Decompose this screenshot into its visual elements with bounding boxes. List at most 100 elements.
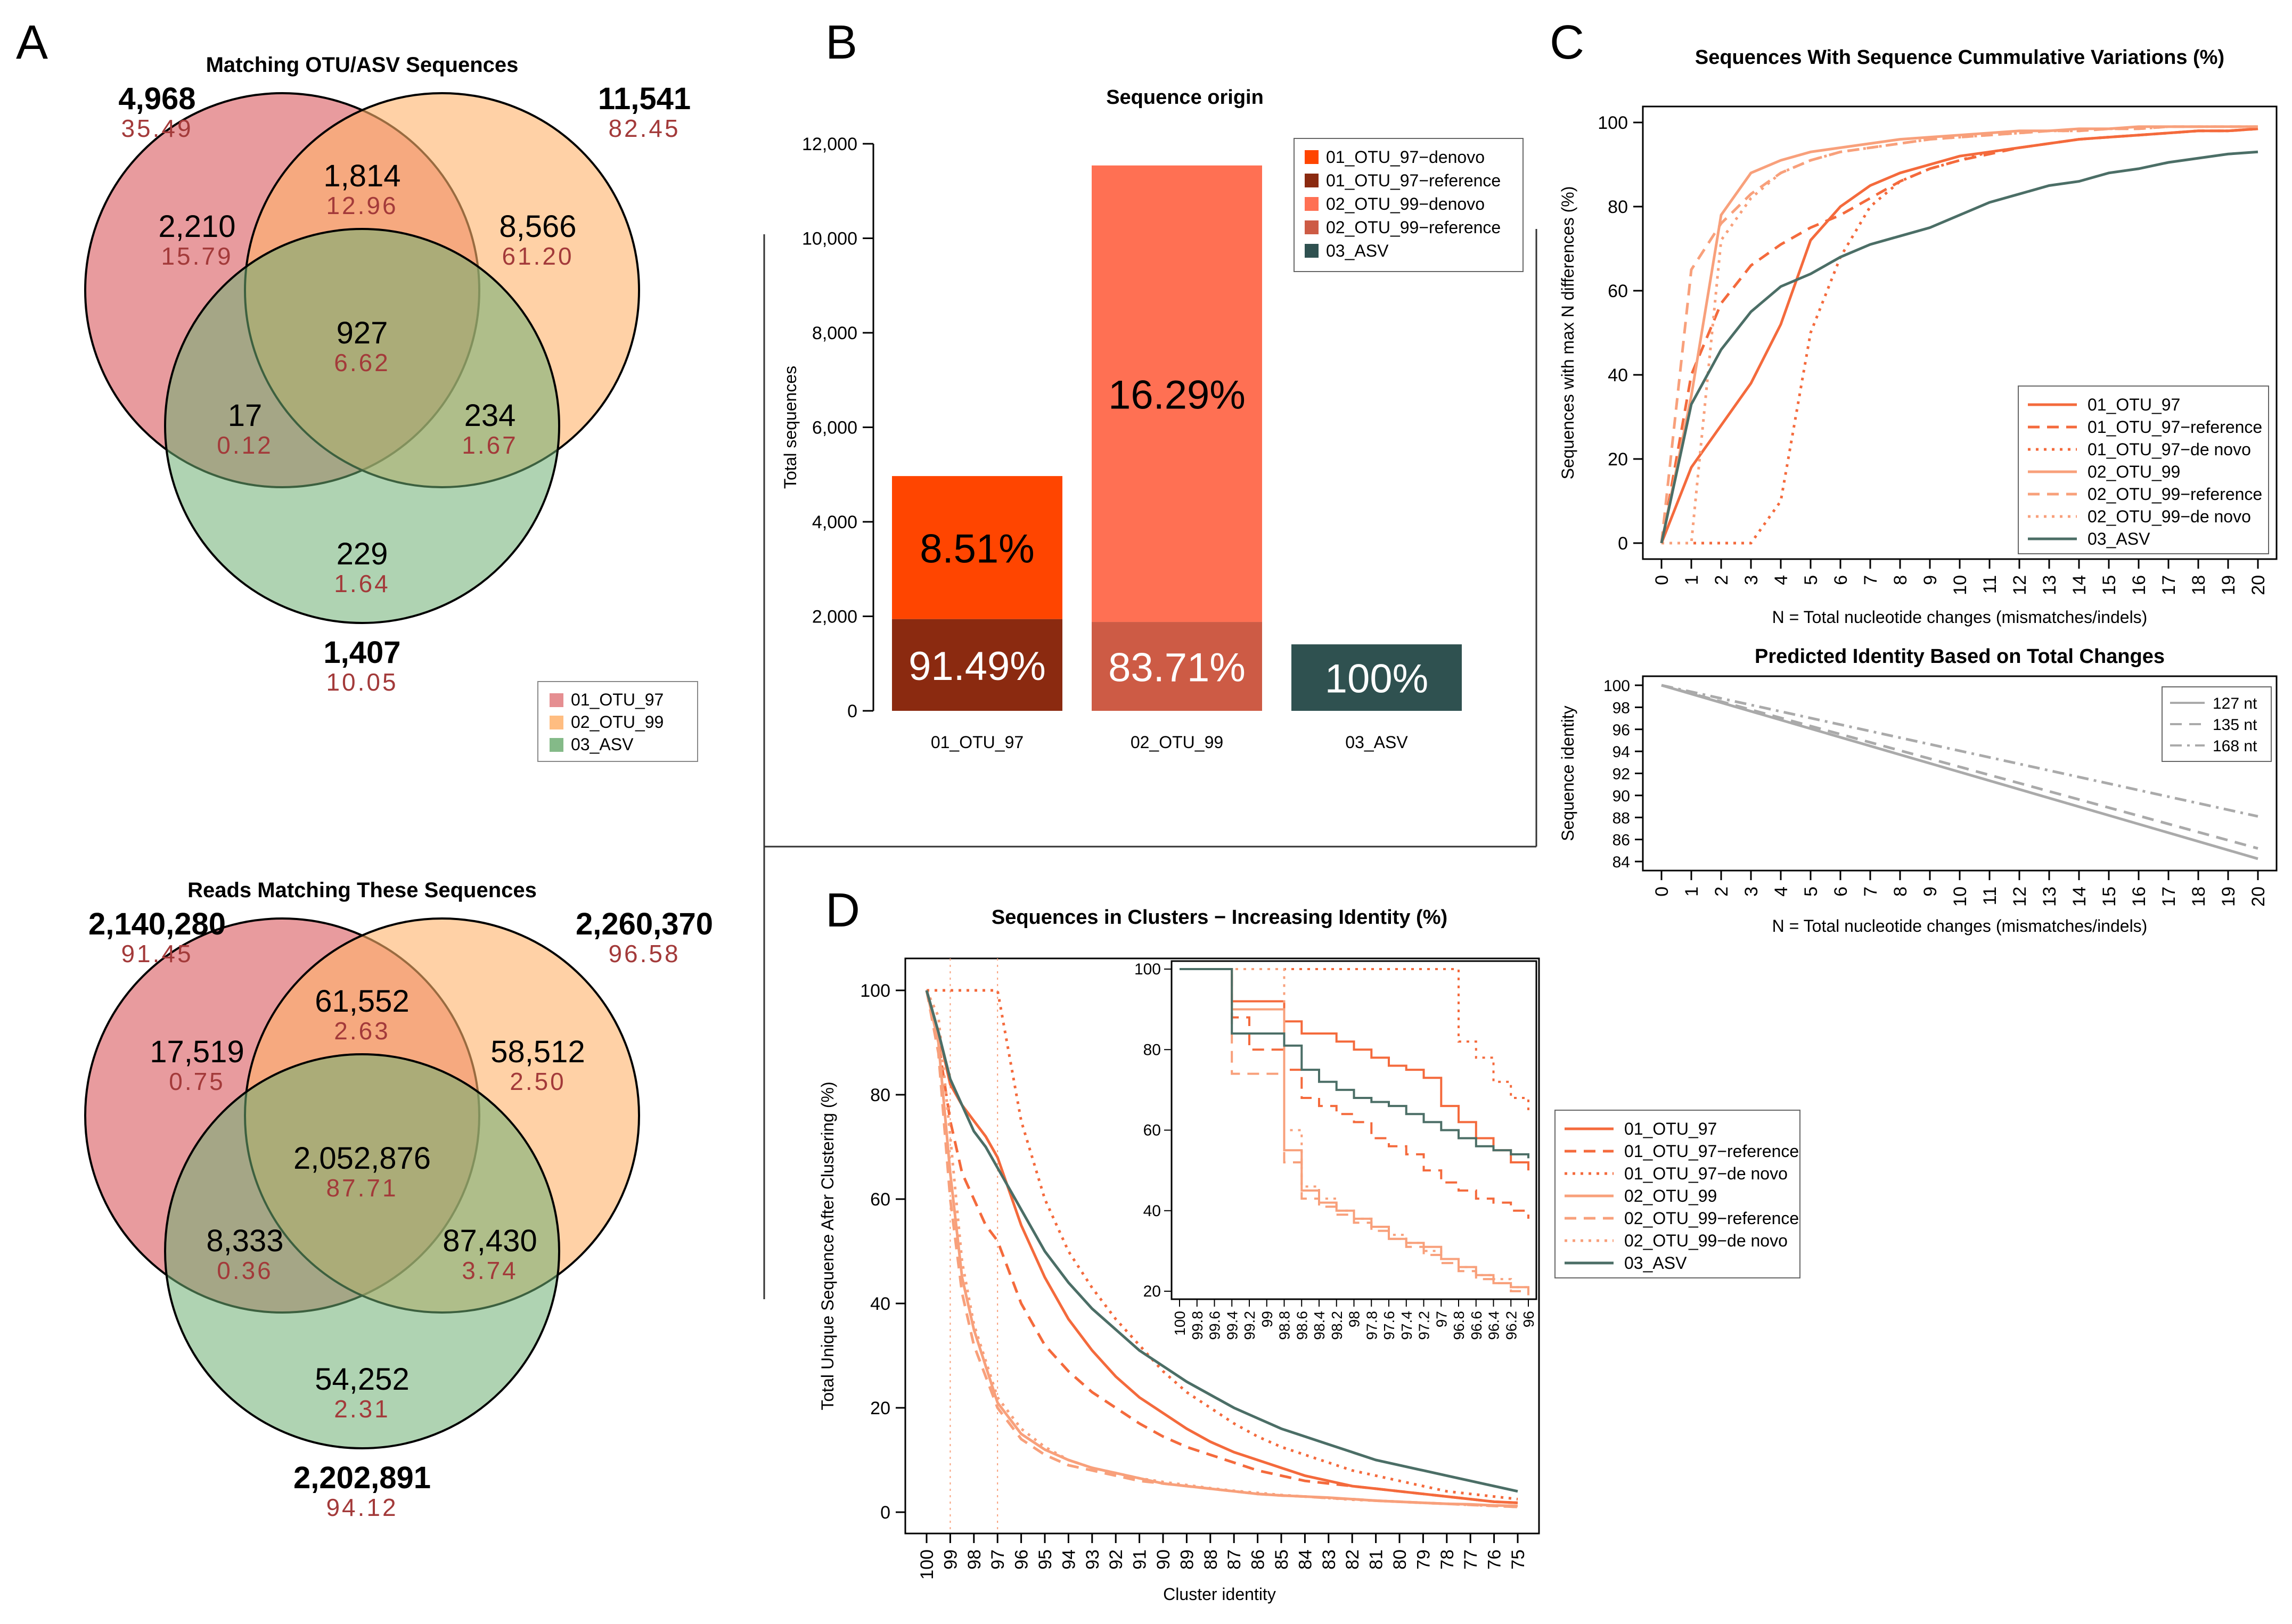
venn-legend-label: 02_OTU_99 — [571, 712, 664, 732]
line-d-series — [927, 989, 1518, 1500]
venn-region-abc-count: 2,052,876 — [293, 1141, 431, 1176]
bar-chart-sequence-origin: Sequence origin 0 2,000 4,000 6,000 8,000 10,0… — [781, 86, 1524, 752]
venn-total-asv-count: 1,407 — [323, 635, 400, 670]
bar-segment — [1092, 165, 1262, 622]
line-d-inset-x-tick-label: 98.6 — [1294, 1311, 1310, 1340]
line-c1-x-tick-label: 5 — [1801, 575, 1821, 585]
bar-legend-swatch — [1305, 174, 1319, 187]
line-d-inset-x-tick-label: 98.8 — [1276, 1311, 1293, 1340]
line-d-inset-x-tick-label: 98.2 — [1329, 1311, 1345, 1340]
line-d-x-tick-label: 88 — [1201, 1549, 1221, 1570]
line-d-series — [925, 990, 1518, 1504]
venn-legend-box — [537, 681, 698, 762]
bar-y-label: Total sequences — [781, 366, 800, 489]
line-c1-x-tick-label: 13 — [2040, 575, 2060, 595]
bar-legend-box — [1294, 138, 1524, 272]
venn-legend-swatch — [550, 693, 563, 707]
line-d-x-tick-label: 79 — [1413, 1549, 1434, 1570]
venn-region-bc-count: 234 — [464, 398, 516, 433]
line-c2-legend-label: 135 nt — [2213, 716, 2257, 734]
venn-region-a_only-pct: 15.79 — [161, 242, 233, 270]
line-d-series — [925, 989, 1518, 1508]
line-d-x-tick-label: 77 — [1461, 1549, 1481, 1570]
bar-title: Sequence origin — [1106, 86, 1264, 109]
venn-region-bc-count: 87,430 — [443, 1224, 537, 1258]
line-c2-x-tick-label: 0 — [1652, 887, 1672, 897]
bar-legend-swatch — [1305, 244, 1319, 258]
line-c1-x-tick-label: 19 — [2219, 575, 2239, 595]
line-d-inset-x-tick-label: 97.8 — [1363, 1311, 1380, 1340]
line-c1-y-tick-label: 80 — [1608, 197, 1628, 217]
line-d-legend-label: 02_OTU_99 — [1624, 1186, 1717, 1205]
line-d-inset-x-tick-label: 98 — [1346, 1311, 1363, 1327]
line-c1-x-tick-label: 14 — [2069, 575, 2090, 595]
venn-region-b_only-count: 8,566 — [499, 209, 576, 244]
line-d-inset-y-tick-label: 80 — [1143, 1041, 1161, 1059]
bar-category-label: 03_ASV — [1345, 733, 1408, 752]
venn-region-c_only-pct: 2.31 — [334, 1395, 390, 1423]
line-d-y-tick-label: 0 — [880, 1503, 890, 1523]
venn-region-c_only-count: 229 — [337, 537, 388, 571]
bar-segment-label: 83.71% — [1108, 645, 1246, 691]
line-d-inset-x-tick-label: 96.6 — [1468, 1311, 1485, 1340]
line-c1-x-tick-label: 6 — [1831, 575, 1851, 585]
line-c2-x-tick-label: 15 — [2099, 887, 2119, 907]
line-c1-y-tick-label: 60 — [1608, 281, 1628, 301]
bar-segment-label: 8.51% — [920, 526, 1035, 571]
line-c2-series — [1661, 684, 2258, 860]
bar-legend-swatch — [1305, 150, 1319, 164]
line-d-x-tick-label: 80 — [1390, 1549, 1410, 1570]
line-c1-x-label: N = Total nucleotide changes (mismatches… — [1772, 608, 2148, 627]
line-c2-x-tick-label: 8 — [1890, 887, 1911, 897]
line-d-legend-label: 01_OTU_97−reference — [1624, 1142, 1799, 1161]
line-d-inset-series — [1180, 968, 1529, 1219]
line-d-inset-y-tick-label: 100 — [1134, 961, 1161, 978]
line-c1-x-tick-label: 17 — [2159, 575, 2179, 595]
line-c2-x-tick-label: 9 — [1920, 887, 1941, 897]
bar-y-tick-label: 10,000 — [802, 229, 857, 249]
line-c1-series — [1660, 127, 2258, 544]
venn-region-ac-pct: 0.12 — [217, 431, 273, 459]
line-d-x-tick-label: 94 — [1059, 1549, 1079, 1570]
bar-legend-swatch — [1305, 197, 1319, 211]
line-d-inset-series — [1180, 968, 1529, 1159]
bar-segment — [892, 619, 1062, 711]
line-c2-x-tick-label: 16 — [2129, 887, 2149, 907]
venn-legend-label: 03_ASV — [571, 735, 634, 754]
line-c2-series — [1661, 684, 2258, 818]
line-d-inset-y-tick-label: 20 — [1143, 1283, 1161, 1300]
venn-region-bc-pct: 3.74 — [462, 1257, 518, 1284]
line-d-legend-label: 01_OTU_97−de novo — [1624, 1164, 1788, 1183]
line-d-x-tick-label: 84 — [1295, 1549, 1315, 1570]
line-c1-y-tick-label: 0 — [1618, 534, 1628, 554]
line-chart-clusters-identity: Sequences in Clusters − Increasing Ident… — [818, 906, 1800, 1604]
line-d-x-tick-label: 83 — [1319, 1549, 1339, 1570]
line-c1-x-tick-label: 9 — [1920, 575, 1941, 585]
venn-region-a_only-pct: 0.75 — [169, 1068, 225, 1095]
line-d-inset-x-tick-label: 99.8 — [1189, 1311, 1206, 1340]
line-d-inset-x-tick-label: 99.6 — [1207, 1311, 1223, 1340]
line-c1-x-tick-label: 11 — [1980, 575, 2000, 594]
line-d-inset-x-tick-label: 99.4 — [1224, 1311, 1240, 1340]
bar-segment — [1092, 622, 1262, 711]
line-c2-y-tick-label: 98 — [1612, 699, 1630, 717]
line-c2-y-tick-label: 90 — [1612, 788, 1630, 805]
line-c1-series — [1660, 150, 2258, 544]
line-d-inset-x-tick-label: 98.4 — [1311, 1311, 1328, 1340]
line-c1-x-tick-label: 3 — [1741, 575, 1762, 585]
line-c1-y-tick-label: 40 — [1608, 365, 1628, 386]
line-d-x-tick-label: 76 — [1485, 1549, 1505, 1570]
line-c1-x-tick-label: 2 — [1712, 575, 1732, 585]
venn-total-otu97-pct: 91.45 — [121, 940, 193, 967]
venn-region-ac-count: 17 — [228, 398, 263, 433]
line-d-inset-x-tick-label: 97.6 — [1381, 1311, 1397, 1340]
line-c2-y-label: Sequence identity — [1558, 706, 1577, 841]
line-c2-y-tick-label: 86 — [1612, 832, 1630, 849]
line-d-legend-box — [1554, 1110, 1800, 1278]
bar-legend-label: 01_OTU_97−denovo — [1326, 147, 1485, 167]
line-c2-x-tick-label: 17 — [2159, 887, 2179, 907]
panel-label-d: D — [825, 884, 860, 937]
line-d-legend-label: 02_OTU_99−reference — [1624, 1209, 1799, 1228]
line-chart-cumulative-variations: Sequences With Sequence Cummulative Vari… — [1558, 46, 2278, 627]
line-d-inset-y-tick-label: 60 — [1143, 1122, 1161, 1139]
